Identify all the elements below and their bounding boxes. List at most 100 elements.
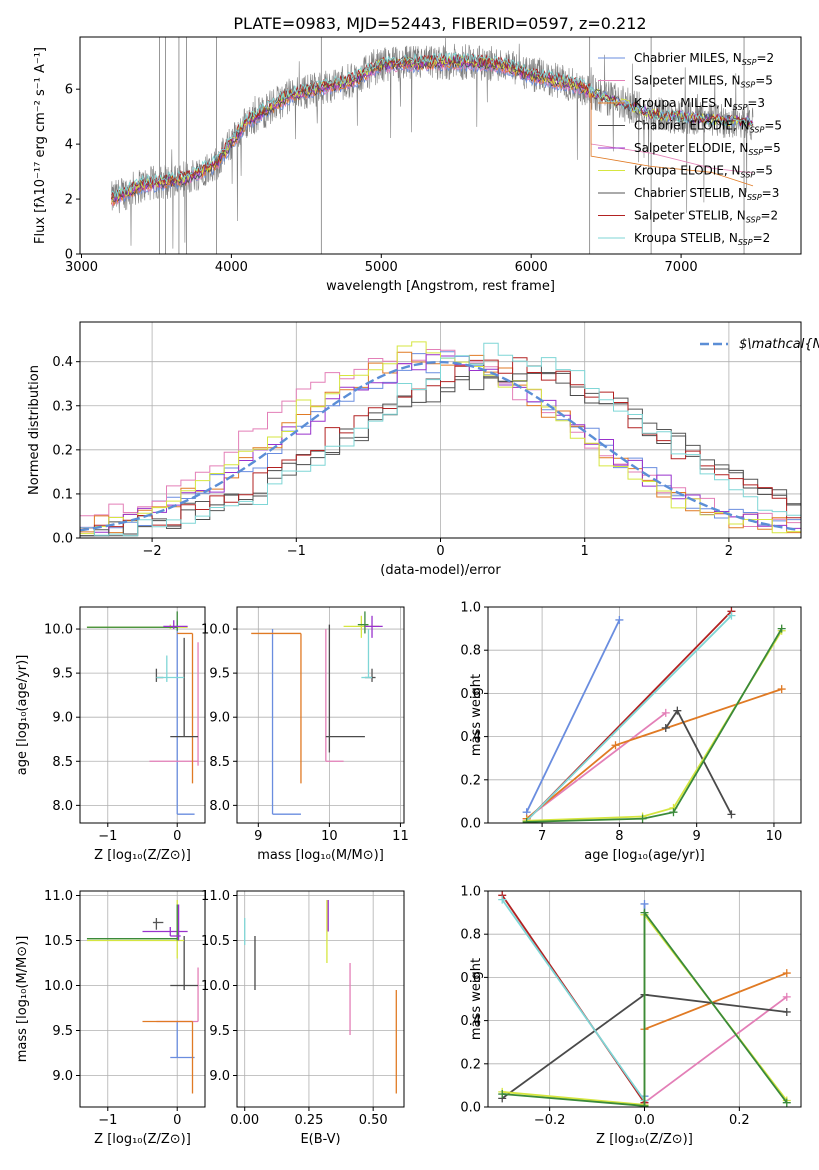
legend-entry: Kroupa STELIB, NSSP=2 bbox=[634, 231, 770, 247]
y-tick-label: 0.4 bbox=[52, 355, 73, 370]
y-tick-label: 0.2 bbox=[460, 1057, 481, 1072]
x-tick-label: 6000 bbox=[515, 260, 548, 275]
legend: $\mathcal{N}(0,1)$ bbox=[700, 337, 819, 352]
x-tick-label: 0.0 bbox=[634, 1113, 655, 1128]
legend-entry-sub: SSP bbox=[747, 193, 762, 202]
y-tick-label: 8.5 bbox=[52, 755, 73, 770]
weight-marker bbox=[640, 1101, 649, 1107]
legend-entry-label: Salpeter ELODIE, N bbox=[634, 141, 748, 155]
weight-marker bbox=[522, 817, 531, 823]
legend-entry: Chabrier ELODIE, NSSP=5 bbox=[634, 119, 782, 135]
weight-marker bbox=[615, 615, 624, 624]
legend-entry-sub: SSP bbox=[738, 238, 753, 247]
axes-7: −0.2 0.0 0.2 0.0 0.2 0.4 0.6 0.8 1.0 Z [log₁₀(Z/Z… bbox=[460, 885, 802, 1147]
weight-line bbox=[526, 688, 782, 820]
x-axis-label: wavelength [Angstrom, rest frame] bbox=[326, 279, 555, 294]
legend-entry: Kroupa MILES, NSSP=3 bbox=[634, 96, 765, 112]
legend-entry-suffix: =2 bbox=[760, 209, 778, 223]
weight-line bbox=[502, 909, 788, 1107]
axes-frame bbox=[487, 606, 802, 824]
x-tick-label: 0.2 bbox=[729, 1113, 750, 1128]
y-tick-label: 0.0 bbox=[460, 817, 481, 832]
x-tick-label: 9 bbox=[254, 829, 262, 844]
x-axis-label: Z [log₁₀(Z/Z⊙)] bbox=[596, 1132, 693, 1147]
legend-entry: Salpeter ELODIE, NSSP=5 bbox=[634, 141, 781, 157]
legend-entry-sub: SSP bbox=[733, 103, 748, 112]
axes-frame bbox=[236, 606, 405, 824]
y-tick-label: 10.0 bbox=[44, 623, 73, 638]
x-axis-label: Z [log₁₀(Z/Z⊙)] bbox=[94, 1132, 191, 1147]
plot-area bbox=[111, 37, 754, 254]
x-tick-label: 0.50 bbox=[359, 1113, 388, 1128]
y-tick-label: 8.5 bbox=[209, 755, 230, 770]
x-tick-label: 3000 bbox=[65, 260, 98, 275]
plot-area bbox=[498, 891, 791, 1107]
y-tick-label: 9.0 bbox=[52, 1069, 73, 1084]
y-axis-label: Normed distribution bbox=[27, 365, 42, 495]
y-tick-label: 0.8 bbox=[460, 644, 481, 659]
y-tick-label: 9.0 bbox=[209, 1069, 230, 1084]
legend-entry-suffix: =3 bbox=[747, 96, 765, 110]
y-axis-label: mass [log₁₀(M/M⊙)] bbox=[15, 936, 30, 1063]
legend-entry-suffix: =5 bbox=[755, 164, 773, 178]
weight-marker bbox=[777, 685, 786, 694]
y-tick-label: 0.6 bbox=[460, 687, 481, 702]
axes-4: 7 8 9 10 0.0 0.2 0.4 0.6 0.8 1.0 age [log₁₀(age/yr… bbox=[460, 601, 802, 863]
legend-entry: Kroupa ELODIE, NSSP=5 bbox=[634, 164, 773, 180]
y-tick-label: 1.0 bbox=[460, 885, 481, 900]
x-tick-label: 10 bbox=[766, 829, 783, 844]
legend-entry-label: Chabrier STELIB, N bbox=[634, 186, 747, 200]
x-tick-label: 4000 bbox=[215, 260, 248, 275]
figure-title: PLATE=0983, MJD=52443, FIBERID=0597, z=0… bbox=[233, 14, 646, 33]
y-tick-label: 9.5 bbox=[209, 667, 230, 682]
y-tick-label: 0.4 bbox=[460, 730, 481, 745]
axes-frame bbox=[236, 890, 405, 1108]
y-tick-label: 10.0 bbox=[201, 623, 230, 638]
x-axis-label: age [log₁₀(age/yr)] bbox=[584, 848, 705, 863]
weight-line bbox=[525, 619, 621, 813]
x-tick-label: −2 bbox=[143, 544, 162, 559]
weight-marker bbox=[638, 814, 647, 823]
x-tick-label: 7 bbox=[538, 829, 546, 844]
plot-area bbox=[522, 607, 786, 823]
model-spectrum bbox=[111, 53, 754, 200]
y-tick-label: 9.5 bbox=[52, 1024, 73, 1039]
y-tick-label: 0.0 bbox=[52, 532, 73, 547]
legend-entry-label: Chabrier MILES, N bbox=[634, 51, 742, 65]
y-tick-label: 11.0 bbox=[44, 889, 73, 904]
y-tick-label: 0.0 bbox=[460, 1101, 481, 1116]
y-tick-label: 10.5 bbox=[44, 934, 73, 949]
axes-6: 0.00 0.25 0.50 9.0 9.5 10.0 10.5 11.0 E(B-V) bbox=[201, 889, 405, 1147]
weight-marker bbox=[498, 895, 507, 904]
y-tick-label: 0 bbox=[65, 248, 73, 263]
x-tick-label: −0.2 bbox=[534, 1113, 566, 1128]
weight-marker bbox=[782, 1007, 791, 1016]
weight-line bbox=[665, 708, 733, 815]
y-tick-label: 4 bbox=[65, 138, 73, 153]
legend-entry-suffix: =5 bbox=[764, 119, 782, 133]
x-tick-label: −1 bbox=[287, 544, 306, 559]
y-tick-label: 0.2 bbox=[52, 443, 73, 458]
y-tick-label: 10.0 bbox=[201, 979, 230, 994]
plot-area bbox=[244, 900, 397, 1094]
legend-entry: Chabrier STELIB, NSSP=3 bbox=[634, 186, 779, 202]
y-tick-label: 0.6 bbox=[460, 971, 481, 986]
residual-histogram bbox=[80, 357, 801, 536]
y-tick-label: 1.0 bbox=[460, 601, 481, 616]
y-tick-label: 9.5 bbox=[209, 1024, 230, 1039]
axes-3: 9 10 11 8.0 8.5 9.0 9.5 10.0 mass [log₁₀(M/M⊙)] bbox=[201, 606, 409, 863]
axes-5: −1 0 9.0 9.5 10.0 10.5 11.0 Z [log₁₀(Z/Z⊙)] mass… bbox=[15, 889, 206, 1147]
y-tick-label: 8.0 bbox=[209, 799, 230, 814]
y-axis-label: age [log₁₀(age/yr)] bbox=[15, 655, 30, 776]
residual-histogram bbox=[80, 351, 801, 537]
legend-entry-label: Kroupa MILES, N bbox=[634, 96, 733, 110]
axes-2: −1 0 8.0 8.5 9.0 9.5 10.0 Z [log₁₀(Z/Z⊙)] age [l… bbox=[15, 606, 206, 863]
legend-entry-suffix: =5 bbox=[755, 74, 773, 88]
weight-marker bbox=[727, 810, 736, 819]
x-axis-label: E(B-V) bbox=[300, 1132, 340, 1147]
x-tick-label: 7000 bbox=[665, 260, 698, 275]
y-axis-label: mass weight bbox=[469, 674, 484, 756]
weight-marker bbox=[782, 1098, 791, 1107]
